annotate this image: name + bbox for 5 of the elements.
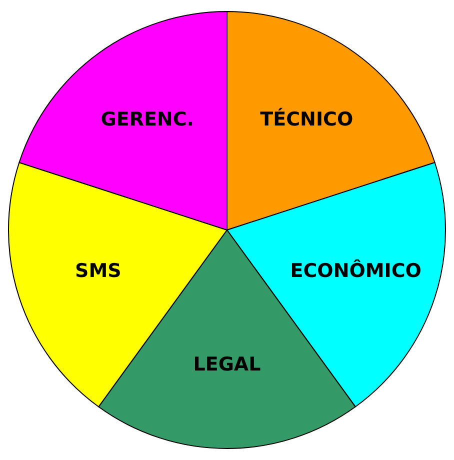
slice-label: GERENC. bbox=[100, 108, 194, 130]
slice-label: SMS bbox=[75, 260, 122, 282]
slice-label: LEGAL bbox=[193, 353, 261, 376]
slice-label: ECONÔMICO bbox=[290, 258, 422, 282]
slice-label: TÉCNICO bbox=[260, 107, 354, 130]
